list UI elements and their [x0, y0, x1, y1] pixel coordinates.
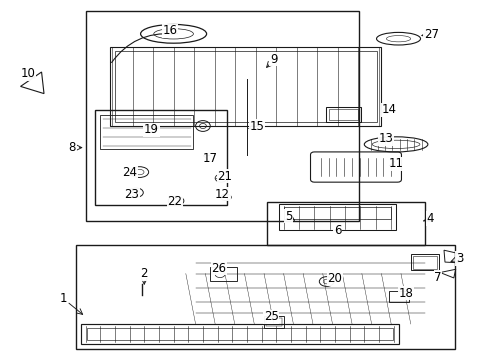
- Text: 17: 17: [203, 152, 217, 165]
- Bar: [86, 328, 392, 340]
- Text: 6: 6: [333, 224, 341, 237]
- Bar: [85, 11, 359, 221]
- Text: 16: 16: [163, 24, 177, 37]
- Bar: [278, 204, 395, 230]
- Text: 3: 3: [455, 252, 463, 265]
- Text: 10: 10: [21, 67, 36, 80]
- Text: 4: 4: [426, 212, 433, 225]
- Text: 9: 9: [269, 53, 277, 66]
- Text: 18: 18: [398, 287, 412, 300]
- Text: 14: 14: [381, 103, 395, 116]
- Bar: [95, 110, 227, 205]
- Bar: [283, 207, 390, 219]
- Text: 11: 11: [388, 157, 403, 170]
- Bar: [265, 318, 281, 326]
- Text: 23: 23: [124, 188, 139, 201]
- Text: 13: 13: [378, 132, 393, 145]
- Text: 22: 22: [167, 195, 182, 208]
- Bar: [266, 202, 425, 245]
- Bar: [81, 324, 398, 344]
- Text: 12: 12: [215, 188, 229, 201]
- Text: 7: 7: [433, 271, 441, 284]
- Text: 15: 15: [249, 120, 264, 132]
- Text: 24: 24: [122, 166, 137, 179]
- Bar: [412, 256, 436, 269]
- Text: 19: 19: [144, 123, 159, 136]
- Text: 27: 27: [423, 28, 438, 41]
- Bar: [76, 245, 454, 349]
- Text: 26: 26: [211, 262, 226, 275]
- Text: 8: 8: [68, 141, 76, 154]
- Bar: [210, 267, 237, 281]
- Text: 1: 1: [60, 292, 67, 305]
- Bar: [264, 316, 283, 328]
- Bar: [410, 254, 438, 270]
- Bar: [388, 291, 408, 302]
- Text: 2: 2: [140, 267, 148, 280]
- Bar: [325, 107, 361, 122]
- Text: 20: 20: [327, 273, 342, 285]
- Text: 21: 21: [217, 170, 232, 183]
- Text: 5: 5: [284, 210, 292, 222]
- Bar: [328, 109, 358, 120]
- Text: 25: 25: [264, 310, 278, 323]
- Bar: [100, 115, 193, 149]
- Bar: [110, 47, 381, 126]
- Bar: [115, 51, 376, 122]
